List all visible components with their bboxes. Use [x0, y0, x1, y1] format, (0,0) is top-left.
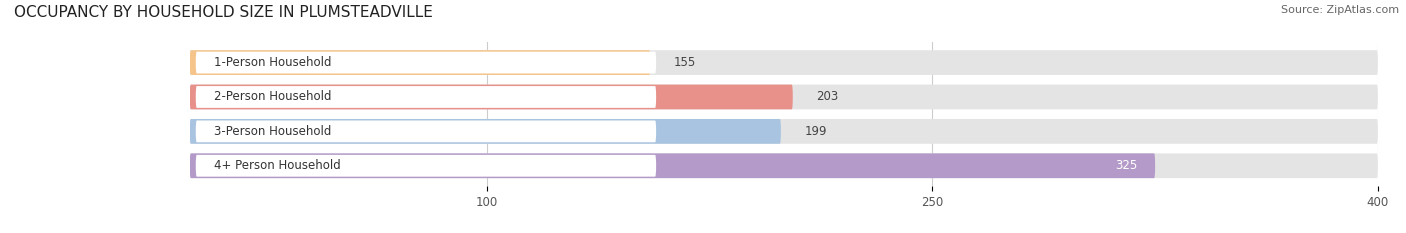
Text: 325: 325 — [1115, 159, 1137, 172]
FancyBboxPatch shape — [190, 119, 780, 144]
FancyBboxPatch shape — [190, 50, 1378, 75]
Text: 155: 155 — [673, 56, 696, 69]
Text: Source: ZipAtlas.com: Source: ZipAtlas.com — [1281, 5, 1399, 15]
FancyBboxPatch shape — [190, 153, 1378, 178]
Text: OCCUPANCY BY HOUSEHOLD SIZE IN PLUMSTEADVILLE: OCCUPANCY BY HOUSEHOLD SIZE IN PLUMSTEAD… — [14, 5, 433, 20]
FancyBboxPatch shape — [195, 120, 657, 142]
FancyBboxPatch shape — [190, 119, 1378, 144]
Text: 1-Person Household: 1-Person Household — [214, 56, 330, 69]
FancyBboxPatch shape — [195, 52, 657, 73]
FancyBboxPatch shape — [190, 50, 650, 75]
Text: 203: 203 — [817, 90, 839, 103]
Text: 2-Person Household: 2-Person Household — [214, 90, 330, 103]
Text: 3-Person Household: 3-Person Household — [214, 125, 330, 138]
Text: 199: 199 — [804, 125, 827, 138]
FancyBboxPatch shape — [190, 85, 1378, 109]
FancyBboxPatch shape — [190, 153, 1156, 178]
FancyBboxPatch shape — [195, 155, 657, 177]
FancyBboxPatch shape — [190, 85, 793, 109]
FancyBboxPatch shape — [195, 86, 657, 108]
Text: 4+ Person Household: 4+ Person Household — [214, 159, 340, 172]
